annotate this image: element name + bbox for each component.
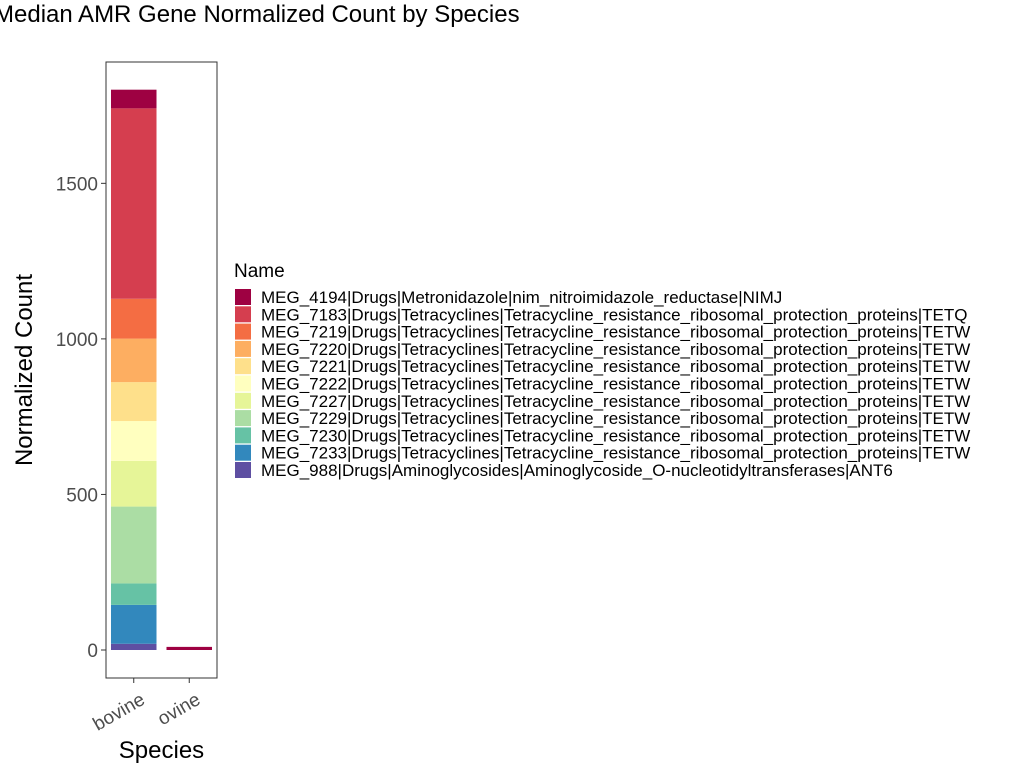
bar-segment-bovine-5: [110, 382, 157, 422]
legend-key: [235, 289, 251, 305]
y-tick-label: 500: [66, 485, 98, 506]
bar-segment-bovine-8: [110, 506, 157, 584]
bar-segment-bovine-4: [110, 338, 157, 383]
y-tick-label: 1000: [56, 330, 98, 351]
legend-key: [235, 392, 251, 409]
legend-label: MEG_988|Drugs|Aminoglycosides|Aminoglyco…: [261, 461, 893, 480]
bar-segment-bovine-3: [110, 298, 157, 339]
bar-segment-ovine-1: [166, 646, 213, 650]
legend-title: Name: [234, 261, 285, 282]
x-tick-label: bovine: [90, 689, 149, 735]
legend-label: MEG_4194|Drugs|Metronidazole|nim_nitroim…: [261, 288, 782, 307]
y-axis-title: Normalized Count: [11, 274, 38, 466]
legend-label: MEG_7227|Drugs|Tetracyclines|Tetracyclin…: [261, 392, 970, 411]
bar-segment-bovine-11: [110, 643, 157, 650]
legend-key: [235, 306, 251, 323]
bar-segment-bovine-7: [110, 460, 157, 507]
legend-label: MEG_7229|Drugs|Tetracyclines|Tetracyclin…: [261, 409, 970, 428]
plot-area: 0 500 1000 1500 bovine ovine Species Normalized…: [11, 61, 218, 764]
legend-label: MEG_7183|Drugs|Tetracyclines|Tetracyclin…: [261, 305, 967, 324]
legend-key: [235, 427, 251, 444]
legend-key: [235, 323, 251, 340]
legend-key: [235, 462, 251, 478]
legend-key: [235, 444, 251, 461]
bar-segment-bovine-1: [110, 89, 157, 109]
panel-border: [105, 61, 218, 679]
y-tick-label: 1500: [56, 174, 98, 195]
x-tick-label: ovine: [154, 689, 204, 730]
legend-label: MEG_7221|Drugs|Tetracyclines|Tetracyclin…: [261, 357, 970, 376]
bar-segment-bovine-9: [110, 583, 157, 605]
legend-key: [235, 375, 251, 392]
legend-label: MEG_7233|Drugs|Tetracyclines|Tetracyclin…: [261, 444, 970, 463]
legend-label: MEG_7220|Drugs|Tetracyclines|Tetracyclin…: [261, 340, 970, 359]
bar-segment-bovine-2: [110, 108, 157, 299]
legend-key: [235, 340, 251, 357]
y-tick-label: 0: [87, 641, 98, 662]
legend: Name MEG_4194|Drugs|Metronidazole|nim_nit…: [234, 261, 970, 480]
legend-label: MEG_7222|Drugs|Tetracyclines|Tetracyclin…: [261, 375, 970, 394]
legend-key: [235, 410, 251, 427]
legend-key: [235, 358, 251, 375]
chart-title: Median AMR Gene Normalized Count by Spec…: [0, 1, 520, 28]
legend-label: MEG_7230|Drugs|Tetracyclines|Tetracyclin…: [261, 426, 970, 445]
legend-label: MEG_7219|Drugs|Tetracyclines|Tetracyclin…: [261, 323, 970, 342]
bar-segment-bovine-6: [110, 421, 157, 461]
bar-segment-bovine-10: [110, 604, 157, 644]
x-axis-title: Species: [119, 737, 204, 764]
